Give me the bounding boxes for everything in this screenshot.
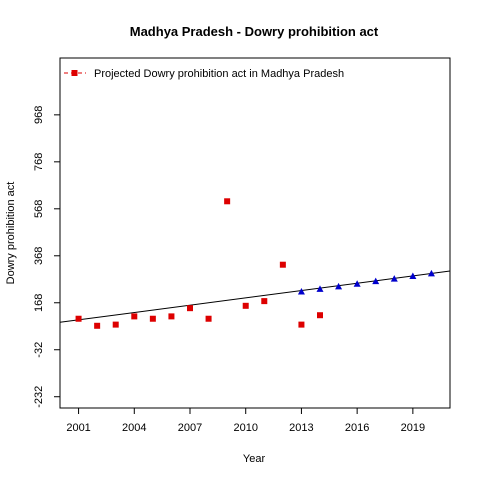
projected-point bbox=[372, 277, 380, 285]
projected-point bbox=[390, 275, 398, 282]
legend: Projected Dowry prohibition act in Madhy… bbox=[64, 68, 344, 80]
observed-point bbox=[279, 261, 286, 268]
observed-point bbox=[168, 313, 175, 320]
observed-point bbox=[242, 302, 249, 309]
observed-point bbox=[298, 321, 305, 328]
y-tick-label: 168 bbox=[33, 294, 45, 312]
y-tick-label: 968 bbox=[33, 106, 45, 124]
observed-point bbox=[112, 321, 119, 328]
projected-point bbox=[427, 269, 435, 277]
projected-point bbox=[335, 282, 343, 290]
observed-point bbox=[131, 313, 138, 320]
projected-point bbox=[316, 285, 324, 292]
projected-point bbox=[353, 280, 361, 287]
x-axis: 2001 2004 2007 2010 2013 2016 2019 bbox=[66, 408, 425, 434]
observed-point bbox=[75, 315, 82, 322]
x-tick-label: 2007 bbox=[178, 422, 202, 434]
observed-point bbox=[187, 305, 193, 312]
legend-label: Projected Dowry prohibition act in Madhy… bbox=[94, 68, 344, 80]
observed-point bbox=[317, 312, 323, 319]
y-tick-label: -232 bbox=[33, 386, 45, 408]
x-tick-label: 2001 bbox=[66, 422, 90, 434]
x-axis-label: Year bbox=[243, 453, 266, 465]
y-tick-label: 368 bbox=[33, 247, 45, 265]
x-tick-label: 2010 bbox=[233, 422, 257, 434]
x-tick-label: 2004 bbox=[122, 422, 146, 434]
y-tick-label: 768 bbox=[33, 153, 45, 171]
trend-line bbox=[59, 270, 451, 323]
observed-point bbox=[149, 315, 156, 322]
y-axis: -232 -32 168 368 568 768 968 bbox=[33, 106, 60, 408]
x-tick-label: 2019 bbox=[401, 422, 425, 434]
chart-title: Madhya Pradesh - Dowry prohibition act bbox=[130, 24, 379, 39]
observed-point bbox=[261, 298, 268, 305]
data-points bbox=[75, 198, 435, 329]
y-tick-label: 568 bbox=[33, 200, 45, 218]
plot-frame bbox=[59, 57, 451, 409]
trend-line-segment bbox=[59, 270, 451, 323]
projected-point bbox=[297, 287, 305, 295]
observed-point bbox=[94, 322, 101, 329]
y-axis-label: Dowry prohibition act bbox=[5, 182, 17, 285]
observed-point bbox=[205, 315, 212, 322]
legend-marker bbox=[71, 70, 78, 76]
y-tick-label: -32 bbox=[33, 342, 45, 358]
projected-point bbox=[409, 272, 417, 279]
x-tick-label: 2016 bbox=[345, 422, 369, 434]
x-tick-label: 2013 bbox=[289, 422, 313, 434]
observed-point bbox=[224, 198, 231, 205]
